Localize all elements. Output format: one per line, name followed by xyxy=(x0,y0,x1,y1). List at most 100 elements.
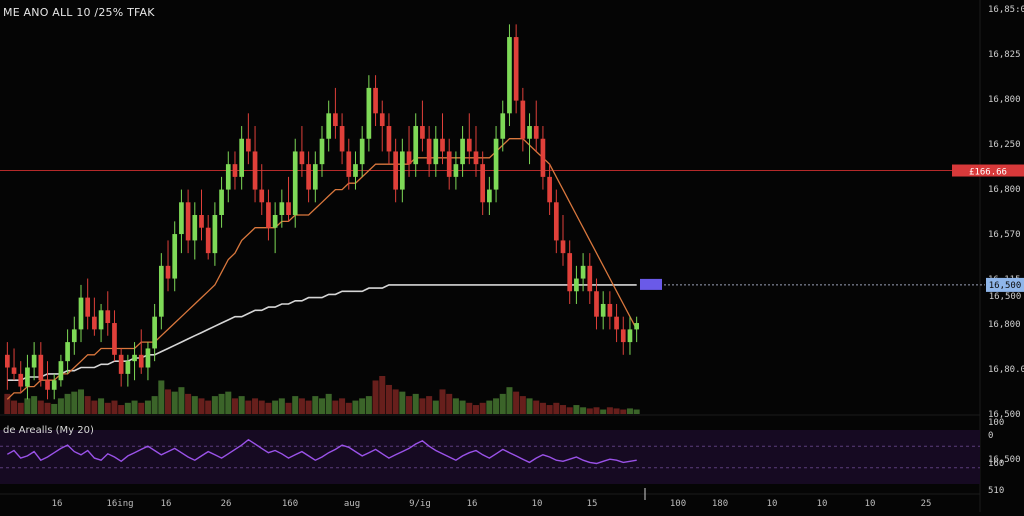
candle-body[interactable] xyxy=(105,310,111,324)
candle-body[interactable] xyxy=(560,240,566,254)
candle-body[interactable] xyxy=(306,164,311,190)
candle-body[interactable] xyxy=(627,329,633,343)
candle-body[interactable] xyxy=(31,354,37,368)
candle-body[interactable] xyxy=(487,189,492,203)
candle-body[interactable] xyxy=(219,189,224,215)
candle-body[interactable] xyxy=(353,164,358,177)
candle-body[interactable] xyxy=(580,265,586,279)
candle-body[interactable] xyxy=(92,316,97,330)
candle-body[interactable] xyxy=(51,380,57,390)
candle-body[interactable] xyxy=(132,354,137,362)
candle-body[interactable] xyxy=(513,37,519,101)
candle-body[interactable] xyxy=(620,329,626,343)
candle-body[interactable] xyxy=(252,151,258,190)
candle-body[interactable] xyxy=(292,151,298,215)
candle-body[interactable] xyxy=(152,316,157,349)
candle-body[interactable] xyxy=(533,126,539,139)
candle-body[interactable] xyxy=(399,151,405,190)
candle-body[interactable] xyxy=(299,151,305,165)
candle-body[interactable] xyxy=(25,367,30,387)
time-axis[interactable]: 16 16ing 16 26 160 aug 9/ig 16 10 15 100 180 10 10 10 2… xyxy=(0,488,980,509)
rsi-line[interactable] xyxy=(6,438,637,465)
candle-body[interactable] xyxy=(339,126,345,152)
candle-body[interactable] xyxy=(567,253,573,292)
resistance-price-tag[interactable] xyxy=(952,164,1024,177)
candle-body[interactable] xyxy=(359,138,365,165)
candle-body[interactable] xyxy=(78,297,84,330)
candle-body[interactable] xyxy=(58,361,64,381)
candle-body[interactable] xyxy=(634,323,639,330)
candle-body[interactable] xyxy=(319,138,325,165)
candle-body[interactable] xyxy=(158,265,164,317)
candle-body[interactable] xyxy=(11,367,17,374)
candle-body[interactable] xyxy=(480,164,486,203)
candle-body[interactable] xyxy=(18,373,24,387)
rsi-panel[interactable]: 100 0 160 510 xyxy=(0,418,1004,496)
candle-body[interactable] xyxy=(172,234,178,279)
candle-body[interactable] xyxy=(379,113,385,127)
candle-body[interactable] xyxy=(540,138,546,177)
candle-body[interactable] xyxy=(125,361,131,374)
candle-body[interactable] xyxy=(420,126,425,139)
candle-body[interactable] xyxy=(179,202,184,235)
price-axis[interactable]: 16,85:00 16,825 16,800 16,250 16,800 16,570 16… xyxy=(952,5,1024,465)
candles[interactable] xyxy=(5,24,639,400)
current-price-tag[interactable] xyxy=(986,277,1024,292)
candle-body[interactable] xyxy=(239,138,245,177)
candle-body[interactable] xyxy=(232,164,238,177)
candle-body[interactable] xyxy=(607,303,613,317)
candle-body[interactable] xyxy=(373,87,378,114)
candle-body[interactable] xyxy=(286,202,291,215)
candle-body[interactable] xyxy=(138,354,144,368)
candle-body[interactable] xyxy=(366,87,372,139)
candle-body[interactable] xyxy=(460,138,465,165)
candle-body[interactable] xyxy=(38,354,44,381)
candle-body[interactable] xyxy=(71,329,77,343)
candle-body[interactable] xyxy=(85,297,91,317)
candle-body[interactable] xyxy=(507,37,512,114)
candle-body[interactable] xyxy=(493,138,499,190)
candle-body[interactable] xyxy=(259,189,265,203)
candle-body[interactable] xyxy=(112,323,117,355)
candle-body[interactable] xyxy=(520,100,526,139)
candle-body[interactable] xyxy=(272,215,278,228)
candle-body[interactable] xyxy=(346,151,352,177)
candle-body[interactable] xyxy=(547,176,552,203)
candle-body[interactable] xyxy=(333,113,338,127)
candle-body[interactable] xyxy=(312,164,318,190)
candle-body[interactable] xyxy=(225,164,231,190)
candle-body[interactable] xyxy=(5,354,10,368)
candle-body[interactable] xyxy=(279,202,285,215)
candle-body[interactable] xyxy=(192,215,198,241)
candle-body[interactable] xyxy=(527,126,532,139)
candle-body[interactable] xyxy=(199,215,204,228)
candle-body[interactable] xyxy=(553,202,559,241)
candle-body[interactable] xyxy=(386,126,392,152)
candle-body[interactable] xyxy=(266,202,271,228)
candle-body[interactable] xyxy=(406,151,412,165)
candle-body[interactable] xyxy=(246,138,251,152)
candle-body[interactable] xyxy=(446,151,452,177)
candle-body[interactable] xyxy=(205,227,211,254)
candle-body[interactable] xyxy=(45,380,50,390)
candle-body[interactable] xyxy=(473,151,479,165)
candle-body[interactable] xyxy=(614,316,619,330)
candle-body[interactable] xyxy=(326,113,332,139)
candle-body[interactable] xyxy=(594,291,599,317)
candle-body[interactable] xyxy=(393,151,398,190)
candle-body[interactable] xyxy=(145,348,151,368)
candle-body[interactable] xyxy=(118,354,124,374)
candle-body[interactable] xyxy=(587,265,593,292)
candle-body[interactable] xyxy=(500,113,506,139)
candle-body[interactable] xyxy=(453,164,459,177)
candle-body[interactable] xyxy=(65,342,70,362)
candle-body[interactable] xyxy=(98,310,104,330)
candle-body[interactable] xyxy=(185,202,191,241)
candle-body[interactable] xyxy=(413,126,419,165)
candle-body[interactable] xyxy=(600,303,606,317)
candle-body[interactable] xyxy=(433,138,439,165)
candle-body[interactable] xyxy=(165,265,171,279)
candle-body[interactable] xyxy=(574,278,579,292)
